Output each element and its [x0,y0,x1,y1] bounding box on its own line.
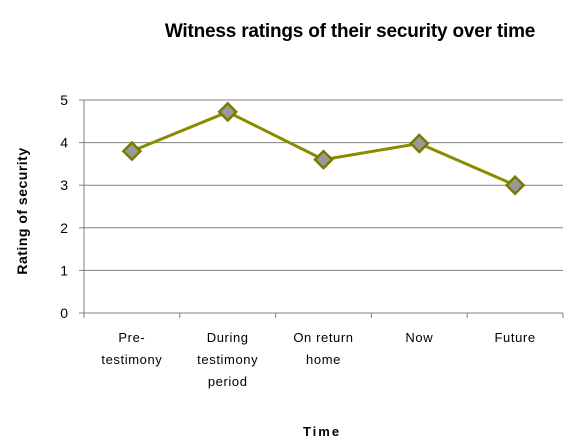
data-point-0-2 [313,149,334,170]
gridlines [84,99,563,271]
x-tick-label-2: On return home [293,330,353,367]
series-layer [121,101,526,196]
x-tick-label-3: Now [405,330,433,345]
data-point-0-1 [217,101,238,123]
y-tick-labels: 0 1 2 3 4 5 [60,92,68,321]
series-line-0 [131,110,516,187]
chart-title: Witness ratings of their security over t… [165,21,535,42]
y-tick-label-2: 2 [60,220,68,236]
x-tick-labels: Pre-testimony During testimony period On ret… [101,330,535,389]
y-tick-label-1: 1 [60,262,68,278]
x-axis-label: Time [303,424,341,439]
axes [79,99,564,318]
y-tick-label-5: 5 [60,92,68,108]
y-axis-label: Rating of security [14,147,30,274]
y-tick-label-0: 0 [60,305,68,321]
x-tick-label-4: Future [495,330,536,345]
data-point-0-0 [121,140,143,162]
y-tick-label-4: 4 [60,135,68,151]
x-tick-label-1: During testimony period [197,330,258,389]
x-tick-label-0: Pre-testimony [101,330,162,367]
data-point-0-3 [409,133,430,154]
y-tick-label-3: 3 [60,177,68,193]
data-point-0-4 [504,174,526,196]
